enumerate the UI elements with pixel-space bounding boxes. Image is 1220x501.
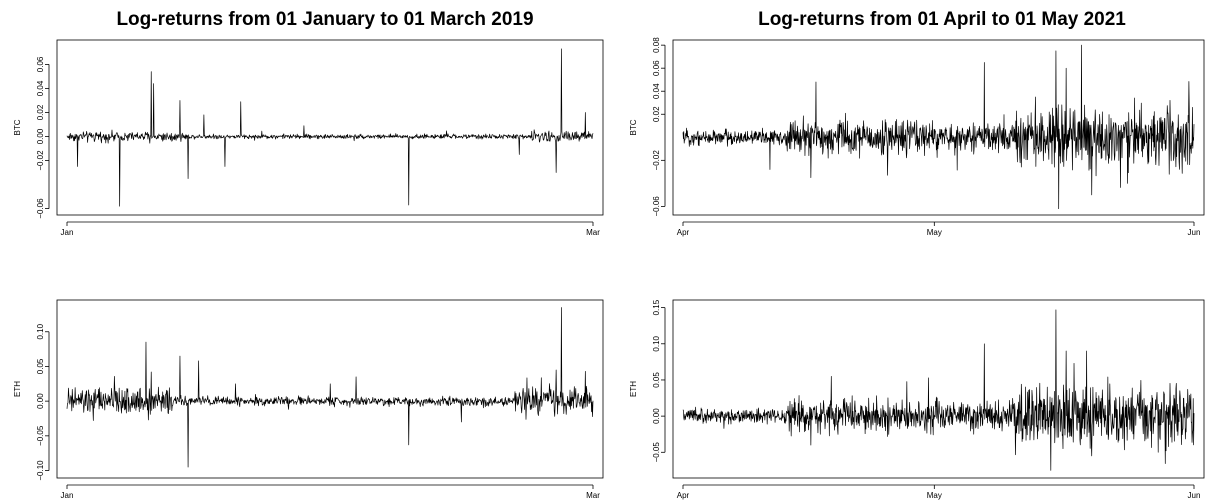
- x-tick-label-eth-2021: Jun: [1188, 491, 1201, 500]
- panel-btc-2019: −0.06 −0.02 0.00 0.02 0.04 0.06 BTC Jan Mar: [13, 39, 604, 237]
- y-tick-label-eth-2019: 0.05: [36, 358, 45, 374]
- y-tick-label-btc-2019: 0.04: [36, 80, 45, 96]
- y-axis-label-btc-2019: BTC: [13, 119, 22, 135]
- y-tick-label-btc-2021: 0.04: [652, 83, 661, 99]
- panel-eth-2019: −0.10 −0.05 0.00 0.05 0.10 ETH Jan Mar: [13, 299, 604, 500]
- title-left: Log-returns from 01 January to 01 March …: [116, 9, 533, 30]
- x-tick-label-btc-2021: Apr: [677, 228, 690, 237]
- y-axis-label-eth-2021: ETH: [629, 381, 638, 397]
- plot-frame-btc-2019: [56, 39, 604, 216]
- x-tick-label-btc-2021: May: [927, 228, 942, 237]
- y-tick-label-eth-2019: 0.00: [36, 393, 45, 409]
- x-tick-label-eth-2019: Mar: [586, 491, 600, 500]
- y-tick-label-btc-2019: 0.02: [36, 104, 45, 120]
- y-tick-label-btc-2021: −0.02: [652, 150, 661, 171]
- y-axis-label-btc-2021: BTC: [629, 119, 638, 135]
- y-tick-label-btc-2019: −0.02: [36, 150, 45, 171]
- plot-frame-btc-2021: [672, 39, 1205, 216]
- series-line-eth-2021: [682, 309, 1195, 471]
- y-tick-label-btc-2019: 0.06: [36, 56, 45, 72]
- y-tick-label-eth-2019: −0.05: [36, 425, 45, 446]
- y-tick-label-btc-2021: 0.02: [652, 106, 661, 122]
- x-tick-label-eth-2019: Jan: [61, 491, 74, 500]
- series-line-eth-2019: [66, 307, 594, 468]
- x-tick-label-btc-2019: Jan: [61, 228, 74, 237]
- y-tick-label-eth-2021: 0.10: [652, 335, 661, 351]
- x-tick-label-eth-2021: Apr: [677, 491, 690, 500]
- panel-eth-2021: −0.05 0.00 0.05 0.10 0.15 ETH Apr May Jun: [629, 299, 1205, 500]
- plot-frame-eth-2021: [672, 299, 1205, 479]
- x-tick-label-btc-2021: Jun: [1188, 228, 1201, 237]
- title-right: Log-returns from 01 April to 01 May 2021: [758, 9, 1126, 30]
- panel-btc-2021: −0.06 −0.02 0.02 0.04 0.06 0.08 BTC Apr May Jun: [629, 37, 1205, 237]
- y-axis-label-eth-2019: ETH: [13, 381, 22, 397]
- y-tick-label-eth-2021: 0.15: [652, 299, 661, 315]
- series-line-btc-2019: [66, 48, 594, 207]
- y-tick-label-eth-2021: 0.00: [652, 408, 661, 424]
- y-tick-label-btc-2019: −0.06: [36, 198, 45, 219]
- series-line-btc-2021: [682, 44, 1195, 210]
- y-tick-label-eth-2019: −0.10: [36, 460, 45, 481]
- y-tick-label-eth-2019: 0.10: [36, 323, 45, 339]
- y-tick-label-btc-2019: 0.00: [36, 128, 45, 144]
- plot-frame-eth-2019: [56, 299, 604, 479]
- x-tick-label-btc-2019: Mar: [586, 228, 600, 237]
- y-tick-label-btc-2021: 0.08: [652, 37, 661, 53]
- y-tick-label-eth-2021: 0.05: [652, 372, 661, 388]
- y-tick-label-btc-2021: 0.06: [652, 60, 661, 76]
- y-tick-label-eth-2021: −0.05: [652, 442, 661, 463]
- y-tick-label-btc-2021: −0.06: [652, 196, 661, 217]
- x-tick-label-eth-2021: May: [927, 491, 942, 500]
